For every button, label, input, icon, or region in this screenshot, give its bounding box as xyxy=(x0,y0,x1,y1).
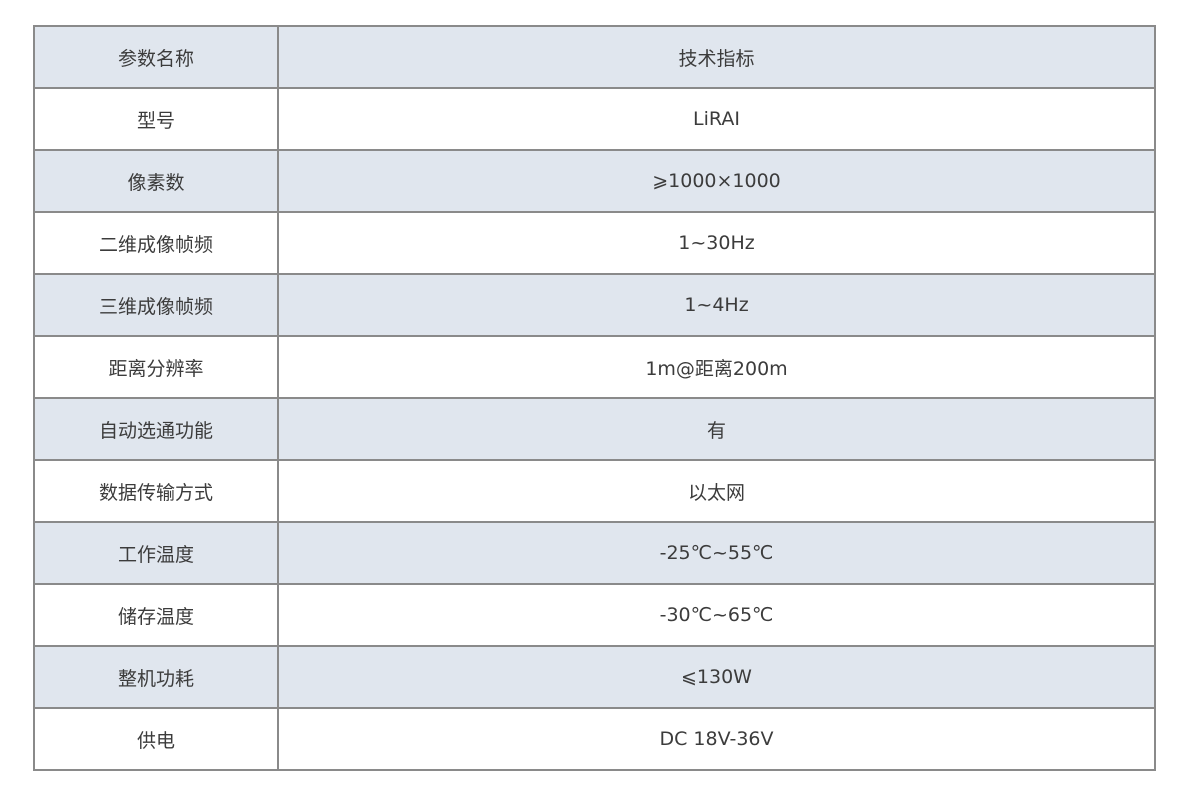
spec-value-cell: 1m@距离200m xyxy=(277,335,1156,399)
param-name-cell: 二维成像帧频 xyxy=(33,211,279,275)
spec-value-cell: 1~30Hz xyxy=(277,211,1156,275)
spec-value-cell: ⩾1000×1000 xyxy=(277,149,1156,213)
table-row: 像素数 ⩾1000×1000 xyxy=(33,149,1156,213)
spec-value-cell: LiRAI xyxy=(277,87,1156,151)
spec-value-cell: 有 xyxy=(277,397,1156,461)
table-row: 距离分辨率 1m@距离200m xyxy=(33,335,1156,399)
spec-value-cell: ⩽130W xyxy=(277,645,1156,709)
param-name-cell: 距离分辨率 xyxy=(33,335,279,399)
param-name-cell: 供电 xyxy=(33,707,279,771)
param-name-cell: 像素数 xyxy=(33,149,279,213)
table-row: 二维成像帧频 1~30Hz xyxy=(33,211,1156,275)
header-spec: 技术指标 xyxy=(277,25,1156,89)
spec-value-cell: 1~4Hz xyxy=(277,273,1156,337)
spec-value-cell: -30℃~65℃ xyxy=(277,583,1156,647)
table-row: 工作温度 -25℃~55℃ xyxy=(33,521,1156,585)
param-name-cell: 自动选通功能 xyxy=(33,397,279,461)
spec-value-cell: DC 18V-36V xyxy=(277,707,1156,771)
param-name-cell: 三维成像帧频 xyxy=(33,273,279,337)
header-param-name: 参数名称 xyxy=(33,25,279,89)
param-name-cell: 型号 xyxy=(33,87,279,151)
param-name-cell: 储存温度 xyxy=(33,583,279,647)
spec-value-cell: -25℃~55℃ xyxy=(277,521,1156,585)
table-row: 数据传输方式 以太网 xyxy=(33,459,1156,523)
table-row: 供电 DC 18V-36V xyxy=(33,707,1156,771)
table-row: 整机功耗 ⩽130W xyxy=(33,645,1156,709)
table-row: 型号 LiRAI xyxy=(33,87,1156,151)
spec-table: 参数名称 技术指标 型号 LiRAI 像素数 ⩾1000×1000 二维成像帧频 1~30… xyxy=(33,25,1156,771)
param-name-cell: 数据传输方式 xyxy=(33,459,279,523)
table-header-row: 参数名称 技术指标 xyxy=(33,25,1156,89)
table-row: 储存温度 -30℃~65℃ xyxy=(33,583,1156,647)
param-name-cell: 工作温度 xyxy=(33,521,279,585)
table-row: 自动选通功能有 xyxy=(33,397,1156,461)
spec-value-cell: 以太网 xyxy=(277,459,1156,523)
table-row: 三维成像帧频 1~4Hz xyxy=(33,273,1156,337)
param-name-cell: 整机功耗 xyxy=(33,645,279,709)
